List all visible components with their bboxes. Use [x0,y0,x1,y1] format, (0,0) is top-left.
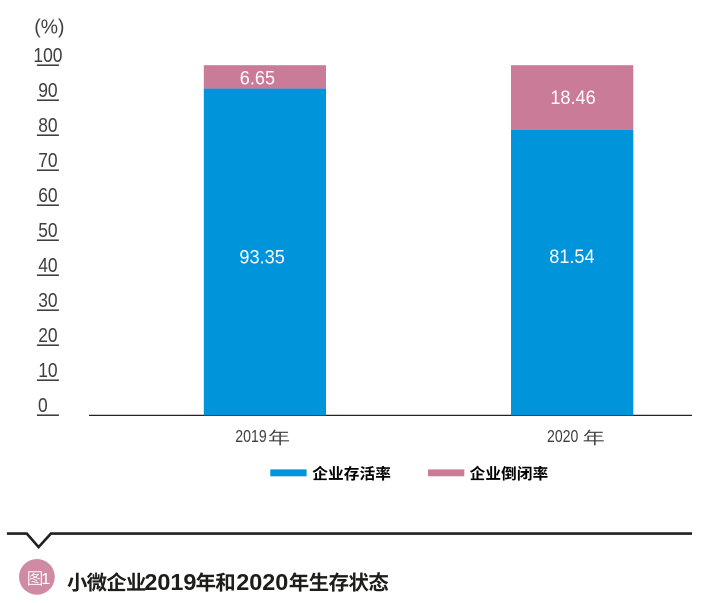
svg-text:80: 80 [38,114,57,136]
svg-text:0: 0 [38,394,48,416]
svg-text:2019: 2019 [144,569,196,595]
svg-text:40: 40 [38,254,57,276]
svg-text:81.54: 81.54 [549,246,594,268]
svg-text:1: 1 [41,571,50,588]
svg-text:70: 70 [38,149,57,171]
svg-text:50: 50 [38,219,57,241]
svg-text:90: 90 [38,79,57,101]
svg-text:2020: 2020 [236,569,288,595]
svg-text:18.46: 18.46 [550,86,595,108]
svg-text:2019: 2019 [235,428,266,447]
svg-text:93.35: 93.35 [239,246,284,268]
svg-text:30: 30 [38,289,57,311]
svg-text:10: 10 [38,359,57,381]
svg-text:(%): (%) [34,16,64,38]
svg-text:20: 20 [38,324,57,346]
svg-text:2020: 2020 [547,428,579,447]
svg-text:6.65: 6.65 [240,67,275,89]
svg-text:60: 60 [38,184,57,206]
svg-text:100: 100 [33,44,62,66]
